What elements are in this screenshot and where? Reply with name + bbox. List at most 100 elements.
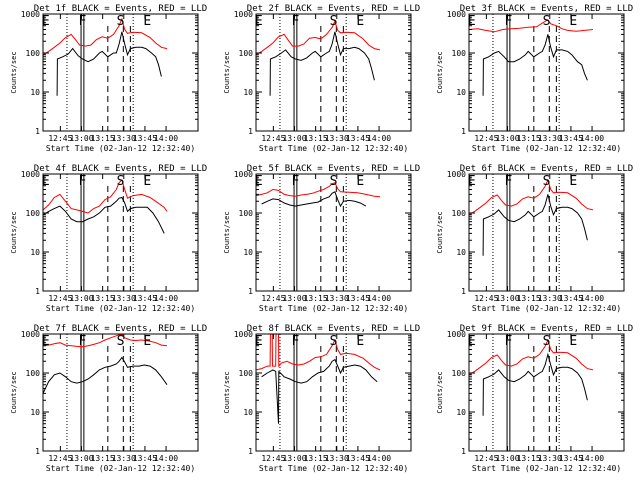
axes-frame bbox=[42, 333, 199, 452]
panel-title: Det 2f BLACK = Events, RED = LLD bbox=[247, 4, 420, 14]
x-tick-label: 13:00 bbox=[69, 294, 93, 303]
x-tick-label: 13:30 bbox=[112, 134, 136, 143]
x-tick-label: 14:00 bbox=[580, 294, 604, 303]
lld-series-line bbox=[256, 182, 381, 198]
panel-title: Det 9f BLACK = Events, RED = LLD bbox=[460, 324, 633, 334]
x-tick-label: 13:15 bbox=[304, 294, 328, 303]
y-axis-label: Counts/sec bbox=[436, 211, 444, 253]
phase-marker-label: E bbox=[143, 14, 151, 29]
plot-area bbox=[256, 334, 381, 451]
phase-marker-label: E bbox=[468, 14, 476, 29]
y-tick-label: 1000 bbox=[234, 10, 253, 19]
x-tick-label: 12:45 bbox=[261, 294, 285, 303]
events-series-line bbox=[482, 352, 588, 416]
phase-marker-label: S bbox=[117, 174, 125, 189]
phase-marker-label: S bbox=[543, 14, 551, 29]
lld-series-line bbox=[469, 178, 594, 216]
x-axis-label: Start Time (02-Jan-12 12:32:40) bbox=[259, 304, 408, 313]
events-series-line bbox=[261, 191, 367, 208]
x-tick-label: 13:15 bbox=[304, 134, 328, 143]
y-tick-label: 10 bbox=[30, 88, 40, 97]
phase-marker-label: E bbox=[255, 174, 263, 189]
x-tick-label: 14:00 bbox=[580, 134, 604, 143]
events-series-line bbox=[56, 31, 162, 96]
y-tick-label: 100 bbox=[239, 209, 254, 218]
x-axis-label: Start Time (02-Jan-12 12:32:40) bbox=[46, 464, 195, 473]
plot-area bbox=[469, 14, 594, 131]
y-tick-label: 1000 bbox=[447, 170, 466, 179]
panel-title: Det 5f BLACK = Events, RED = LLD bbox=[247, 164, 420, 174]
x-tick-label: 13:45 bbox=[133, 454, 157, 463]
events-series-line bbox=[261, 358, 378, 424]
lld-series-line bbox=[43, 179, 168, 214]
axes-frame bbox=[468, 333, 625, 452]
y-tick-label: 10 bbox=[30, 248, 40, 257]
phase-marker-label: E bbox=[468, 334, 476, 349]
x-axis-label: Start Time (02-Jan-12 12:32:40) bbox=[259, 464, 408, 473]
y-tick-label: 1 bbox=[461, 447, 466, 456]
panel-title: Det 1f BLACK = Events, RED = LLD bbox=[34, 4, 207, 14]
y-tick-label: 10 bbox=[243, 88, 253, 97]
lld-series-line bbox=[469, 19, 594, 33]
phase-marker-label: S bbox=[330, 174, 338, 189]
y-tick-label: 10 bbox=[456, 88, 466, 97]
y-tick-label: 10 bbox=[30, 408, 40, 417]
phase-marker-label: F bbox=[79, 174, 87, 189]
y-axis-label: Counts/sec bbox=[436, 51, 444, 93]
axes-frame bbox=[42, 173, 199, 292]
plot-area bbox=[43, 334, 168, 451]
axes-frame bbox=[255, 13, 412, 132]
phase-marker-label: E bbox=[356, 14, 364, 29]
phase-marker-label: E bbox=[255, 334, 263, 349]
plot-area bbox=[43, 174, 168, 291]
y-axis-label: Counts/sec bbox=[10, 211, 18, 253]
x-tick-label: 12:45 bbox=[48, 454, 72, 463]
phase-marker-label: S bbox=[330, 334, 338, 349]
y-axis-label: Counts/sec bbox=[223, 51, 231, 93]
y-tick-label: 10 bbox=[456, 248, 466, 257]
x-tick-label: 13:00 bbox=[69, 134, 93, 143]
events-series-line bbox=[43, 356, 168, 394]
y-tick-label: 1 bbox=[35, 287, 40, 296]
x-tick-label: 13:30 bbox=[325, 294, 349, 303]
x-axis-label: Start Time (02-Jan-12 12:32:40) bbox=[46, 304, 195, 313]
x-axis-label: Start Time (02-Jan-12 12:32:40) bbox=[472, 144, 621, 153]
phase-marker-label: E bbox=[468, 174, 476, 189]
y-tick-label: 1000 bbox=[234, 330, 253, 339]
plot-area bbox=[43, 14, 168, 131]
lld-series-line bbox=[256, 334, 381, 371]
events-series-line bbox=[43, 196, 165, 234]
x-tick-label: 13:00 bbox=[495, 454, 519, 463]
phase-marker-label: S bbox=[543, 174, 551, 189]
x-tick-label: 12:45 bbox=[261, 134, 285, 143]
phase-marker-label: E bbox=[143, 334, 151, 349]
x-axis-label: Start Time (02-Jan-12 12:32:40) bbox=[46, 144, 195, 153]
y-tick-label: 10 bbox=[243, 408, 253, 417]
y-axis-label: Counts/sec bbox=[10, 51, 18, 93]
y-axis-label: Counts/sec bbox=[223, 371, 231, 413]
x-tick-label: 13:00 bbox=[282, 294, 306, 303]
y-tick-label: 1 bbox=[35, 127, 40, 136]
y-tick-label: 1 bbox=[461, 287, 466, 296]
events-series-line bbox=[482, 34, 588, 96]
x-tick-label: 13:45 bbox=[133, 134, 157, 143]
phase-marker-label: F bbox=[79, 334, 87, 349]
x-tick-label: 13:30 bbox=[112, 294, 136, 303]
x-tick-label: 13:00 bbox=[495, 134, 519, 143]
phase-marker-label: E bbox=[42, 334, 50, 349]
x-tick-label: 13:15 bbox=[91, 134, 115, 143]
y-tick-label: 10 bbox=[243, 248, 253, 257]
y-tick-label: 1 bbox=[248, 127, 253, 136]
events-series-line bbox=[482, 194, 588, 256]
phase-marker-label: E bbox=[569, 14, 577, 29]
y-tick-label: 1000 bbox=[234, 170, 253, 179]
panel-title: Det 7f BLACK = Events, RED = LLD bbox=[34, 324, 207, 334]
panel-title: Det 3f BLACK = Events, RED = LLD bbox=[460, 4, 633, 14]
